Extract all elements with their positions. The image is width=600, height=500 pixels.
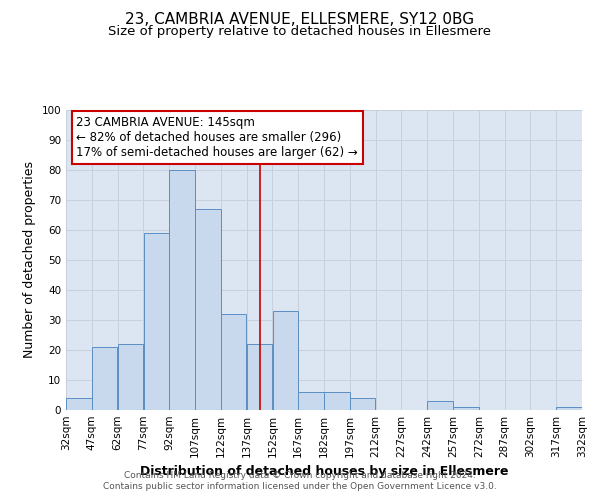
Text: 23 CAMBRIA AVENUE: 145sqm
← 82% of detached houses are smaller (296)
17% of semi: 23 CAMBRIA AVENUE: 145sqm ← 82% of detac… <box>76 116 358 159</box>
Text: Contains public sector information licensed under the Open Government Licence v3: Contains public sector information licen… <box>103 482 497 491</box>
Bar <box>221 314 247 410</box>
Y-axis label: Number of detached properties: Number of detached properties <box>23 162 36 358</box>
Bar <box>118 344 143 410</box>
Bar <box>324 392 350 410</box>
Bar <box>195 209 221 410</box>
Bar <box>453 407 479 410</box>
Bar <box>272 311 298 410</box>
Bar <box>247 344 272 410</box>
X-axis label: Distribution of detached houses by size in Ellesmere: Distribution of detached houses by size … <box>140 466 508 478</box>
Bar <box>66 398 92 410</box>
Bar <box>298 392 324 410</box>
Bar <box>143 233 169 410</box>
Text: 23, CAMBRIA AVENUE, ELLESMERE, SY12 0BG: 23, CAMBRIA AVENUE, ELLESMERE, SY12 0BG <box>125 12 475 28</box>
Bar <box>556 407 582 410</box>
Bar <box>169 170 195 410</box>
Bar <box>427 401 453 410</box>
Bar <box>92 347 118 410</box>
Text: Contains HM Land Registry data © Crown copyright and database right 2024.: Contains HM Land Registry data © Crown c… <box>124 471 476 480</box>
Text: Size of property relative to detached houses in Ellesmere: Size of property relative to detached ho… <box>109 25 491 38</box>
Bar <box>350 398 376 410</box>
